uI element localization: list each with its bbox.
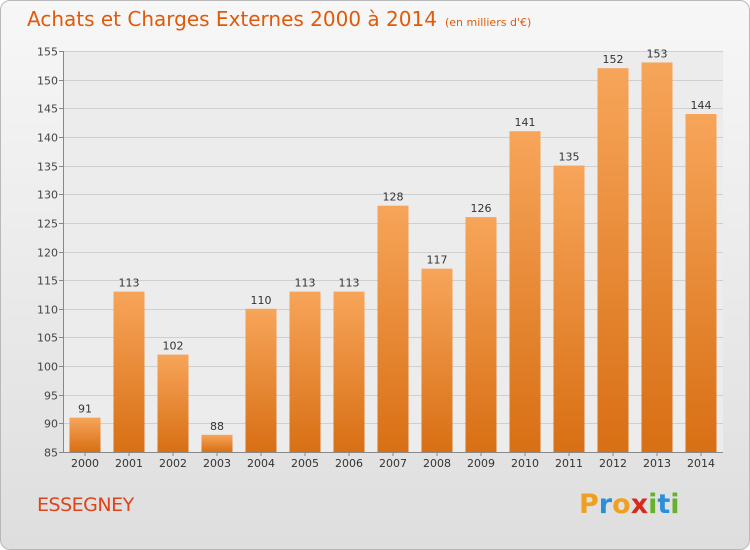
x-tick-label: 2003	[203, 457, 231, 470]
data-label: 113	[339, 277, 360, 290]
chart-title-text: Achats et Charges Externes 2000 à 2014	[27, 7, 437, 31]
y-tick-label: 125	[37, 218, 58, 231]
y-tick-label: 140	[37, 132, 58, 145]
bar	[553, 165, 585, 453]
data-label: 141	[515, 116, 536, 129]
x-tick-label: 2010	[511, 457, 539, 470]
logo-letter: i	[670, 489, 680, 520]
y-tick-label: 85	[44, 447, 58, 460]
bar	[509, 131, 541, 452]
y-tick-label: 95	[44, 390, 58, 403]
bar	[333, 291, 365, 452]
logo-letter: i	[648, 489, 658, 520]
x-tick-label: 2005	[291, 457, 319, 470]
x-tick-label: 2000	[71, 457, 99, 470]
logo-letter: o	[612, 489, 631, 520]
x-tick-label: 2009	[467, 457, 495, 470]
y-tick-label: 105	[37, 332, 58, 345]
bar	[421, 268, 453, 452]
chart-title: Achats et Charges Externes 2000 à 2014 (e…	[27, 7, 531, 31]
commune-name: ESSEGNEY	[37, 494, 134, 516]
y-tick-label: 90	[44, 418, 58, 431]
data-label: 135	[559, 151, 580, 164]
bar	[641, 62, 673, 452]
data-label: 113	[119, 277, 140, 290]
y-tick-label: 100	[37, 361, 58, 374]
bar	[377, 205, 409, 452]
data-label: 117	[427, 254, 448, 267]
x-tick-label: 2013	[643, 457, 671, 470]
x-tick-label: 2012	[599, 457, 627, 470]
data-label: 91	[78, 403, 92, 416]
x-tick-label: 2001	[115, 457, 143, 470]
y-tick-label: 145	[37, 103, 58, 116]
data-label: 88	[210, 420, 224, 433]
x-tick-label: 2008	[423, 457, 451, 470]
data-label: 153	[647, 47, 668, 60]
data-label: 128	[383, 191, 404, 204]
y-tick-label: 155	[37, 46, 58, 59]
bar	[69, 417, 101, 452]
logo-letter: P	[579, 489, 599, 520]
logo-letter: r	[598, 489, 613, 520]
bar	[245, 308, 277, 452]
y-tick-label: 135	[37, 161, 58, 174]
data-label: 102	[163, 340, 184, 353]
bar	[157, 354, 189, 452]
data-label: 152	[603, 53, 624, 66]
data-label: 126	[471, 202, 492, 215]
x-tick-label: 2006	[335, 457, 363, 470]
bar	[289, 291, 321, 452]
proxiti-logo: Proxiti	[579, 489, 680, 520]
data-label: 110	[251, 294, 272, 307]
x-tick-label: 2007	[379, 457, 407, 470]
x-tick-label: 2011	[555, 457, 583, 470]
x-tick-label: 2014	[687, 457, 715, 470]
data-label: 144	[691, 99, 712, 112]
logo-letter: t	[657, 489, 671, 520]
chart-unit: (en milliers d'€)	[444, 16, 532, 29]
bar	[465, 217, 497, 452]
data-label: 113	[295, 277, 316, 290]
y-tick-label: 150	[37, 75, 58, 88]
y-tick-label: 130	[37, 189, 58, 202]
y-tick-label: 110	[37, 304, 58, 317]
y-tick-label: 120	[37, 247, 58, 260]
bar	[685, 114, 717, 452]
logo-letter: x	[630, 489, 649, 520]
bar	[597, 68, 629, 452]
x-tick-label: 2002	[159, 457, 187, 470]
bar	[113, 291, 145, 452]
y-tick-label: 115	[37, 275, 58, 288]
bar	[201, 434, 233, 452]
x-tick-label: 2004	[247, 457, 275, 470]
